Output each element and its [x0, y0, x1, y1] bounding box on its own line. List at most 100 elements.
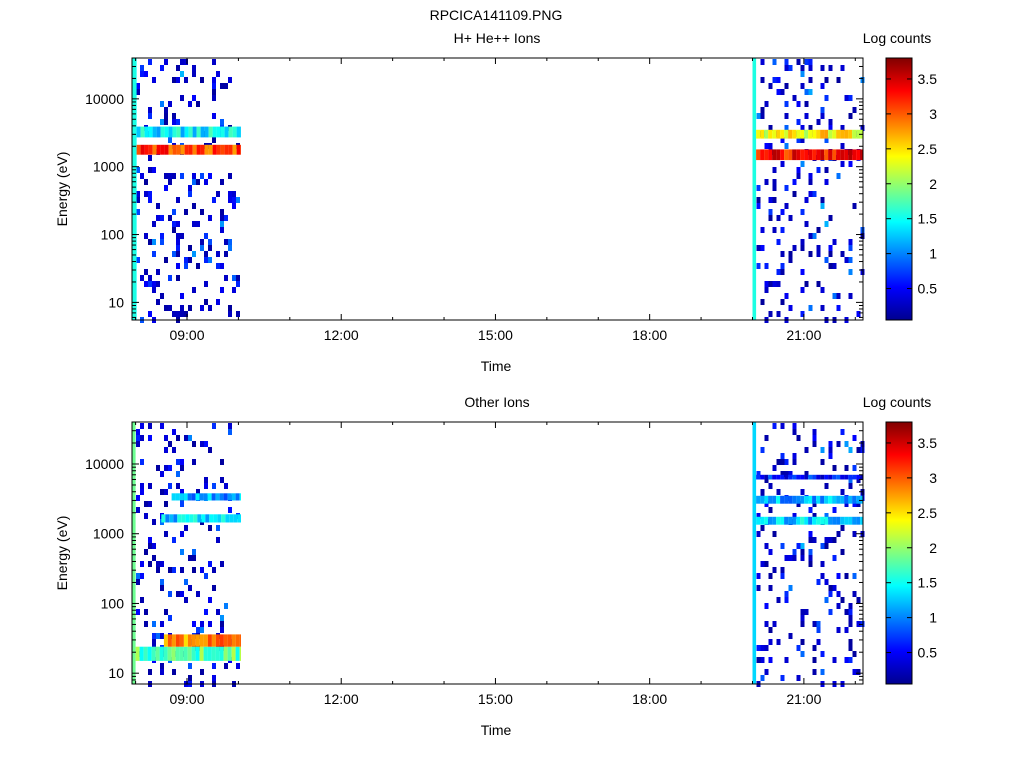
band-pixel — [812, 516, 817, 525]
count-pixel — [792, 459, 797, 465]
count-pixel — [808, 191, 813, 197]
count-pixel — [208, 621, 212, 627]
count-pixel — [188, 435, 192, 441]
count-pixel — [808, 59, 813, 65]
band-pixel — [177, 514, 182, 523]
band-pixel — [188, 144, 193, 155]
count-pixel — [836, 77, 841, 83]
colorbar-tick-label: 2.5 — [918, 141, 938, 157]
band-pixel — [213, 514, 218, 523]
count-pixel — [792, 95, 797, 101]
count-pixel — [176, 263, 180, 269]
count-pixel — [800, 83, 805, 89]
count-pixel — [148, 483, 152, 489]
count-pixel — [780, 543, 785, 549]
band-pixel — [756, 495, 761, 504]
count-pixel — [816, 579, 821, 585]
band-pixel — [205, 514, 210, 523]
count-pixel — [196, 263, 200, 269]
count-pixel — [164, 489, 168, 495]
count-pixel — [784, 471, 789, 477]
band-pixel — [219, 646, 224, 661]
band-pixel — [836, 474, 841, 480]
count-pixel — [808, 537, 813, 543]
count-pixel — [792, 423, 797, 429]
band-pixel — [852, 495, 857, 504]
band-pixel — [784, 474, 789, 480]
count-pixel — [148, 537, 152, 543]
count-pixel — [176, 311, 180, 317]
x-tick-label: 21:00 — [786, 327, 821, 343]
count-pixel — [776, 77, 781, 83]
band-pixel — [764, 474, 769, 480]
count-pixel — [804, 59, 809, 65]
band-pixel — [181, 514, 186, 523]
count-pixel — [764, 561, 769, 567]
count-pixel — [820, 543, 825, 549]
band-pixel — [231, 634, 236, 647]
band-pixel — [820, 149, 825, 161]
count-pixel — [180, 459, 184, 465]
count-pixel — [164, 173, 168, 179]
band-pixel — [221, 514, 226, 523]
count-pixel — [756, 197, 761, 203]
count-pixel — [148, 669, 152, 675]
count-pixel — [208, 561, 212, 567]
count-pixel — [220, 227, 224, 233]
band-pixel — [235, 493, 240, 501]
band-pixel — [840, 474, 845, 480]
count-pixel — [208, 597, 212, 603]
count-pixel — [840, 161, 845, 167]
count-pixel — [760, 245, 765, 251]
count-pixel — [824, 537, 829, 543]
count-pixel — [152, 287, 156, 293]
count-pixel — [140, 561, 144, 567]
count-pixel — [756, 657, 761, 663]
count-pixel — [796, 645, 801, 651]
count-pixel — [180, 465, 184, 471]
band-pixel — [136, 144, 141, 155]
count-pixel — [188, 585, 192, 591]
count-pixel — [828, 119, 833, 125]
count-pixel — [160, 101, 164, 107]
band-pixel — [852, 474, 857, 480]
band-pixel — [140, 144, 145, 155]
band-pixel — [191, 634, 196, 647]
band-pixel — [163, 634, 168, 647]
count-pixel — [840, 489, 845, 495]
count-pixel — [148, 435, 152, 441]
count-pixel — [808, 561, 813, 567]
count-pixel — [148, 423, 152, 429]
count-pixel — [216, 609, 220, 615]
count-pixel — [824, 167, 829, 173]
count-pixel — [164, 531, 168, 537]
count-pixel — [768, 125, 773, 131]
band-pixel — [160, 144, 165, 155]
count-pixel — [756, 513, 761, 519]
band-pixel — [215, 646, 220, 661]
count-pixel — [200, 621, 204, 627]
band-pixel — [752, 58, 757, 320]
count-pixel — [212, 77, 216, 83]
band-pixel — [836, 516, 841, 525]
band-pixel — [820, 516, 825, 525]
count-pixel — [780, 459, 785, 465]
count-pixel — [200, 173, 204, 179]
band-pixel — [860, 495, 863, 504]
count-pixel — [812, 441, 817, 447]
count-pixel — [204, 233, 208, 239]
x-axis-label: Time — [481, 722, 512, 738]
count-pixel — [768, 549, 773, 555]
count-pixel — [796, 543, 801, 549]
band-pixel — [792, 495, 797, 504]
band-pixel — [151, 646, 156, 661]
band-pixel — [156, 144, 161, 155]
count-pixel — [184, 525, 188, 531]
count-pixel — [220, 179, 224, 185]
count-pixel — [160, 669, 164, 675]
count-pixel — [808, 305, 813, 311]
band-pixel — [776, 516, 781, 525]
count-pixel — [200, 441, 204, 447]
count-pixel — [808, 173, 813, 179]
band-pixel — [215, 634, 220, 647]
